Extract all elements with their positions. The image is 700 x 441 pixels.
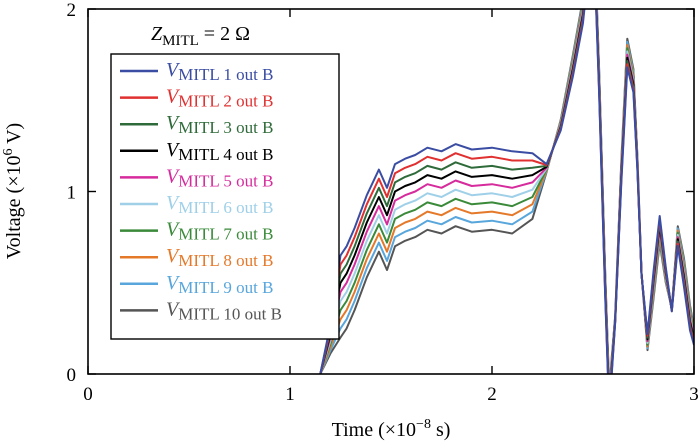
legend-entry-10: VMITL 10 out B — [166, 298, 282, 323]
series-line-1 — [319, 9, 694, 374]
y-axis-label: Voltage (×106 V) — [1, 123, 25, 259]
impedance-annotation: ZMITL = 2 Ω — [151, 23, 250, 49]
legend-entry-6: VMITL 6 out B — [166, 192, 273, 217]
x-tick-label: 0 — [83, 384, 93, 405]
y-tick-label: 0 — [67, 365, 77, 386]
legend-entry-2: VMITL 2 out B — [166, 86, 273, 111]
y-axis-label-exponent: 6 — [1, 149, 16, 156]
x-tick-label: 1 — [285, 384, 295, 405]
legend-entry-9: VMITL 9 out B — [166, 272, 273, 297]
legend-box — [110, 53, 340, 340]
x-axis-label-exponent: −8 — [416, 417, 431, 432]
x-axis-label: Time (×10−8 s) — [332, 417, 451, 441]
x-tick-label: 2 — [487, 384, 497, 405]
legend-entry-4: VMITL 4 out B — [166, 139, 273, 164]
legend-entry-1: VMITL 1 out B — [166, 59, 273, 84]
legend-entry-3: VMITL 3 out B — [166, 112, 273, 137]
series-layer — [319, 9, 694, 374]
y-tick-label: 2 — [67, 0, 77, 21]
legend-entry-8: VMITL 8 out B — [166, 245, 273, 270]
y-tick-label: 1 — [67, 183, 77, 204]
legend-entry-7: VMITL 7 out B — [166, 219, 273, 244]
x-tick-label: 3 — [689, 384, 699, 405]
legend-entry-5: VMITL 5 out B — [166, 165, 273, 190]
ticks-layer: 0 1 2 3 0 1 2 — [67, 0, 699, 405]
